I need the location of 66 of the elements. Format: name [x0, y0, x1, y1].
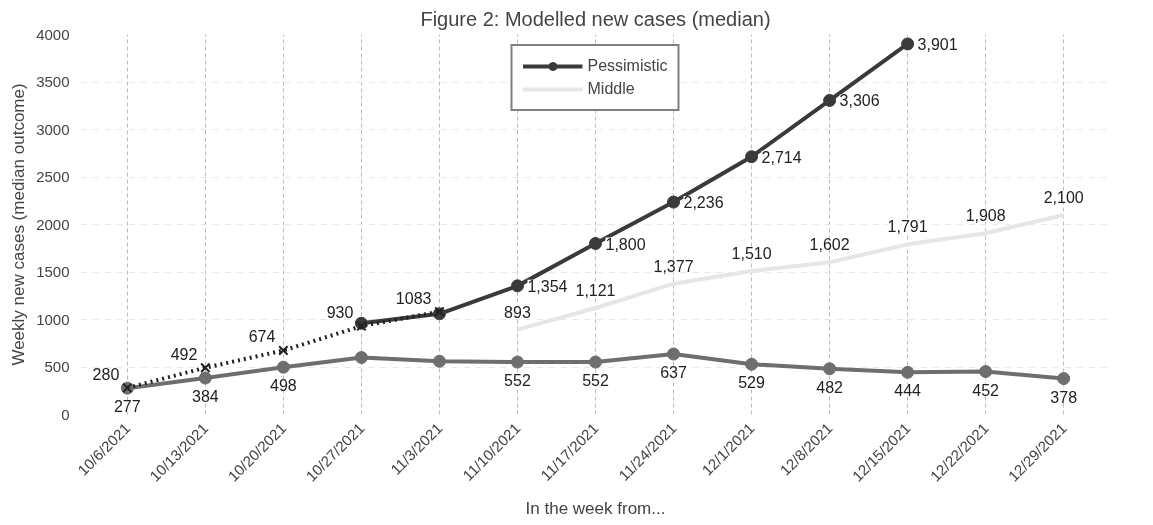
data-label: 280	[92, 365, 120, 383]
data-label: 3,901	[917, 35, 958, 53]
data-label: 2,236	[683, 194, 724, 212]
data-label: 277	[113, 398, 141, 416]
point	[510, 355, 524, 369]
point	[823, 93, 837, 107]
data-label: 492	[170, 345, 198, 363]
legend-label: Middle	[587, 80, 635, 98]
data-label: 529	[738, 374, 766, 392]
data-label: 1,377	[653, 257, 694, 275]
point	[354, 351, 368, 364]
data-label: 637	[660, 363, 687, 381]
data-label: 552	[582, 372, 609, 390]
data-label: 1083	[395, 289, 432, 307]
y-tick-label: 500	[44, 358, 70, 375]
point	[745, 150, 759, 164]
point	[901, 365, 915, 379]
point	[589, 355, 602, 369]
data-label: 384	[192, 388, 219, 406]
data-label: 1,800	[605, 235, 646, 253]
data-label: 482	[816, 378, 844, 396]
data-label: 498	[270, 377, 297, 395]
point	[667, 347, 681, 361]
point	[432, 354, 446, 368]
data-label: 1,602	[809, 236, 850, 254]
data-label: 930	[326, 304, 354, 322]
data-label: 2,714	[761, 148, 802, 166]
data-label: 1,121	[575, 282, 616, 300]
point	[667, 195, 681, 209]
y-tick-label: 1000	[36, 310, 70, 328]
data-label: 2,100	[1043, 189, 1084, 206]
point	[510, 279, 524, 293]
data-label: 893	[504, 303, 531, 321]
y-tick-label: 4000	[36, 25, 70, 43]
chart-title: Figure 2: Modelled new cases (median)	[420, 7, 771, 30]
y-tick-label: 0	[61, 405, 70, 423]
data-label: 452	[972, 381, 1000, 399]
data-label: 674	[248, 328, 276, 346]
point	[434, 306, 445, 317]
y-axis-title: Weekly new cases (median outcome)	[9, 83, 29, 366]
point	[823, 362, 837, 376]
data-label: 1,908	[965, 207, 1006, 225]
point	[589, 237, 602, 250]
data-label: 1,791	[887, 218, 928, 236]
data-label: 1,510	[731, 245, 772, 263]
data-label: 552	[504, 372, 531, 390]
y-tick-label: 2500	[36, 168, 70, 185]
point	[979, 365, 993, 379]
point	[1057, 372, 1071, 386]
point	[356, 320, 367, 332]
data-label: 444	[894, 382, 922, 400]
data-label: 3,306	[839, 92, 880, 110]
data-label: 378	[1050, 388, 1078, 406]
point	[278, 345, 289, 356]
y-tick-label: 2000	[36, 215, 70, 233]
data-label: 1,354	[527, 277, 568, 295]
x-axis-title: In the week from...	[525, 498, 666, 518]
point	[745, 357, 759, 371]
point	[276, 360, 290, 374]
point	[200, 362, 211, 373]
point	[198, 371, 212, 385]
y-tick-label: 1500	[36, 263, 70, 280]
y-tick-label: 3000	[36, 120, 70, 138]
legend-label: Pessimistic	[587, 57, 668, 75]
point	[901, 37, 915, 51]
y-tick-label: 3500	[36, 73, 70, 90]
